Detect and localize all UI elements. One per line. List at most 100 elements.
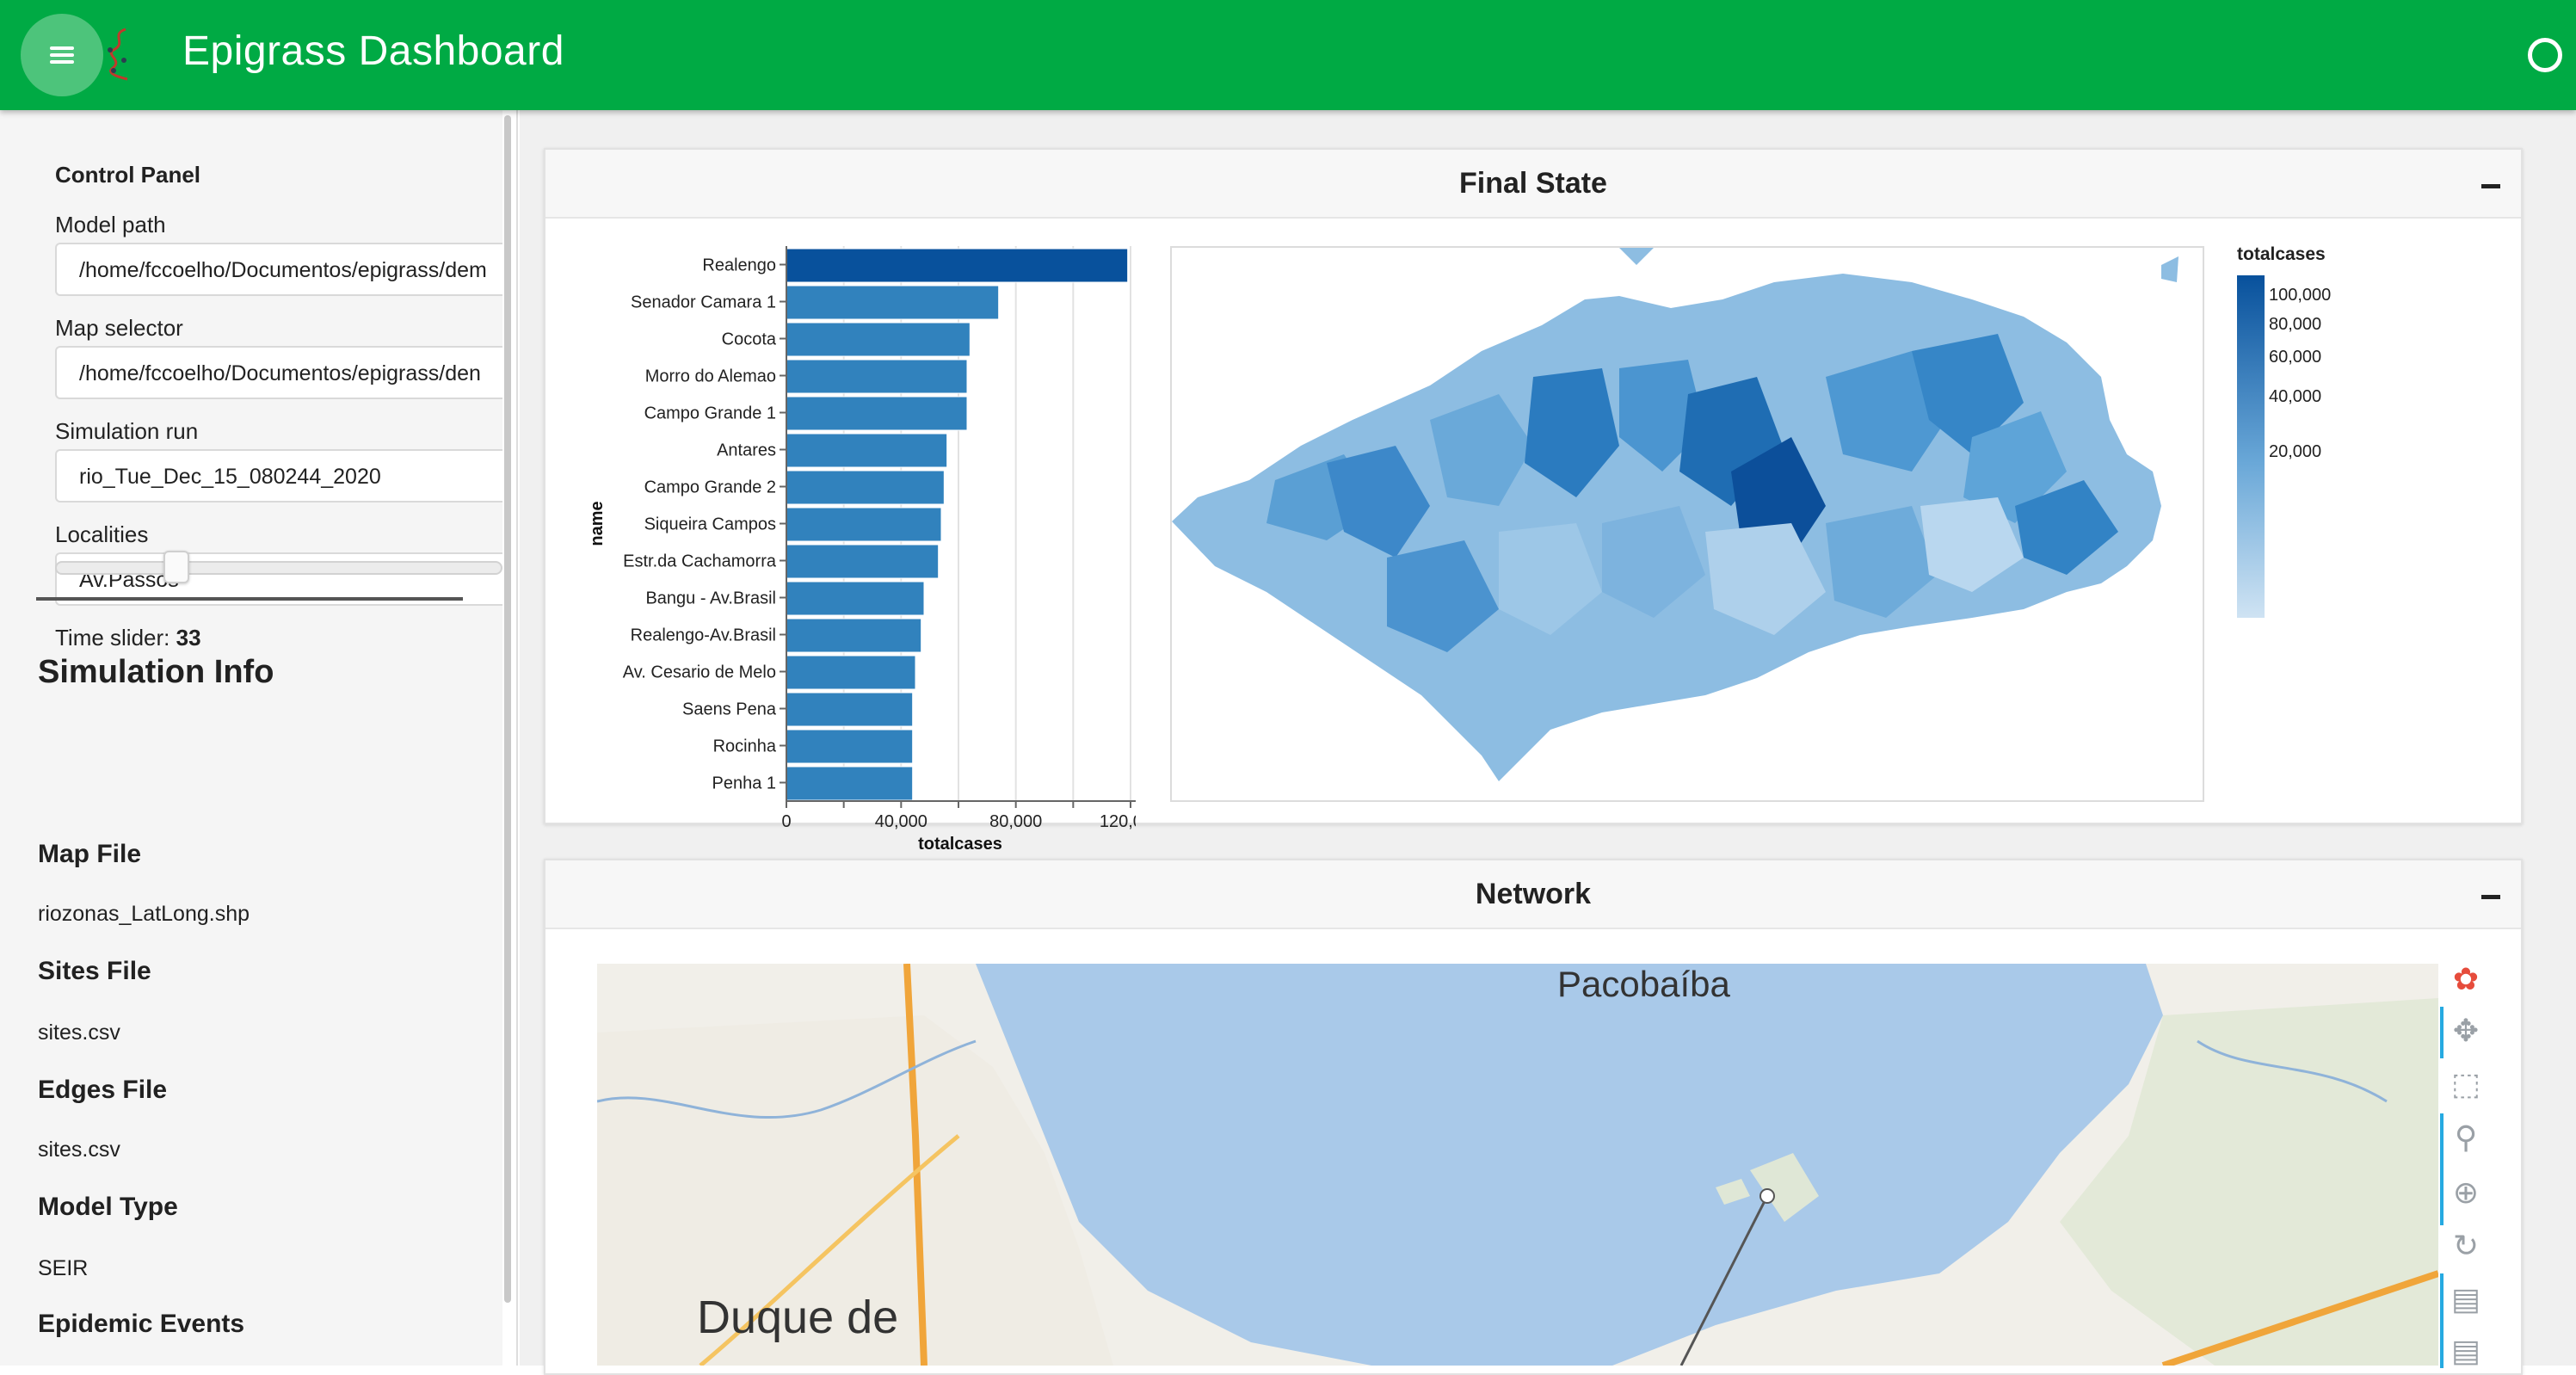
bar (786, 655, 916, 690)
x-axis-title: totalcases (918, 835, 1002, 854)
active-tool-marker (2440, 1007, 2444, 1058)
map-label-west: Duque de (697, 1292, 899, 1343)
legend-label-80000: 80,000 (2269, 315, 2322, 334)
y-tick-label: Av. Cesario de Melo (623, 663, 776, 682)
legend-label-20000: 20,000 (2269, 442, 2322, 461)
epigrass-logo-icon (108, 28, 128, 81)
hover-icon-2[interactable]: ▤ (2450, 1333, 2480, 1368)
x-tick-label: 120,000 (1100, 812, 1136, 831)
hover-icon[interactable]: ▤ (2450, 1281, 2480, 1316)
sidebar-border (516, 110, 518, 1366)
y-tick-label: Penha 1 (712, 774, 776, 793)
bar (786, 396, 968, 431)
model-path-value: /home/fccoelho/Documentos/epigrass/dem (79, 258, 487, 282)
y-tick-label: Siqueira Campos (644, 515, 776, 534)
model-path-label: Model path (55, 212, 166, 237)
network-map[interactable]: Pacobaíba Duque de (597, 964, 2438, 1366)
active-tool-marker (2440, 1113, 2444, 1225)
y-tick-label: Morro do Alemao (645, 367, 776, 386)
y-tick-label: Campo Grande 1 (644, 404, 776, 423)
map-file-value: riozonas_LatLong.shp (38, 902, 250, 926)
y-tick-label: Estr.da Cachamorra (623, 552, 777, 571)
time-slider-handle[interactable] (163, 551, 189, 583)
model-type-heading: Model Type (38, 1193, 178, 1221)
bar (786, 581, 925, 616)
simulation-run-value: rio_Tue_Dec_15_080244_2020 (79, 465, 381, 489)
simulation-info-title: Simulation Info (38, 654, 274, 690)
bar (786, 470, 945, 505)
app-header: Epigrass Dashboard (0, 0, 2576, 110)
simulation-run-select[interactable]: rio_Tue_Dec_15_080244_2020 (55, 449, 502, 503)
y-tick-label: Realengo (702, 256, 776, 275)
app-title: Epigrass Dashboard (182, 28, 564, 74)
bar (786, 322, 971, 357)
bar (786, 692, 914, 727)
sidebar: Control Panel Model path /home/fccoelho/… (0, 110, 502, 1366)
totalcases-bar-chart: Realengo Senador Camara 1 Cocota Morro do A… (588, 246, 1136, 854)
zoom-in-icon[interactable]: ⊕ (2452, 1175, 2480, 1210)
map-selector-input[interactable]: /home/fccoelho/Documentos/epigrass/den (55, 346, 502, 399)
map-toolbar: ✿ ✥ ⬚ ⚲ ⊕ ↻ ▤ ▤ (2440, 961, 2500, 1368)
map-selector-label: Map selector (55, 315, 183, 341)
edges-file-heading: Edges File (38, 1076, 168, 1104)
collapse-minus-icon[interactable] (2481, 184, 2500, 188)
model-type-value: SEIR (38, 1256, 89, 1280)
epidemic-events-heading: Epidemic Events (38, 1310, 245, 1338)
bar (786, 618, 922, 653)
network-map-tiles (597, 964, 2438, 1366)
legend-label-60000: 60,000 (2269, 348, 2322, 367)
y-tick-label: Campo Grande 2 (644, 478, 776, 497)
y-tick-label: Bangu - Av.Brasil (645, 589, 776, 608)
sites-file-value: sites.csv (38, 1020, 120, 1045)
map-selector-value: /home/fccoelho/Documentos/epigrass/den (79, 361, 481, 385)
map-file-heading: Map File (38, 840, 142, 868)
model-path-input[interactable]: /home/fccoelho/Documentos/epigrass/dem (55, 243, 502, 296)
map-label-north: Pacobaíba (1557, 964, 1730, 1004)
control-panel-title: Control Panel (55, 162, 201, 188)
busy-indicator-ring-icon (2528, 38, 2562, 72)
active-tool-marker (2440, 1273, 2444, 1368)
edges-file-value: sites.csv (38, 1138, 120, 1162)
bar (786, 359, 968, 394)
sidebar-divider (36, 597, 463, 601)
legend-title: totalcases (2237, 244, 2326, 264)
legend-label-100000: 100,000 (2269, 286, 2332, 305)
bar (786, 433, 948, 468)
collapse-minus-icon[interactable] (2481, 895, 2500, 899)
final-state-title: Final State (1459, 167, 1607, 200)
y-tick-label: Senador Camara 1 (631, 293, 776, 312)
final-state-header: Final State (545, 150, 2521, 219)
time-slider-label-text: Time slider: (55, 625, 176, 651)
x-tick-label: 40,000 (875, 812, 927, 831)
pan-icon[interactable]: ✥ (2452, 1013, 2480, 1048)
network-title: Network (1475, 878, 1592, 910)
sites-file-heading: Sites File (38, 957, 151, 985)
box-zoom-icon[interactable]: ⬚ (2450, 1066, 2480, 1101)
time-slider-track[interactable] (55, 561, 502, 575)
y-tick-label: Cocota (722, 330, 777, 349)
bar (786, 285, 1000, 320)
reset-icon[interactable]: ↻ (2452, 1228, 2480, 1263)
y-tick-label: Realengo-Av.Brasil (631, 626, 776, 645)
network-header: Network (545, 860, 2521, 929)
time-slider-value: 33 (176, 625, 201, 651)
y-tick-label: Rocinha (713, 737, 777, 756)
legend-color-bar (2237, 275, 2265, 618)
x-tick-label: 80,000 (989, 812, 1042, 831)
localities-label: Localities (55, 521, 149, 547)
sidebar-scrollbar[interactable] (504, 115, 511, 1303)
legend-label-40000: 40,000 (2269, 387, 2322, 406)
bar (786, 507, 942, 542)
bar (786, 544, 940, 579)
bar (786, 766, 914, 801)
hamburger-menu-icon[interactable] (21, 14, 103, 96)
bokeh-logo-icon[interactable]: ✿ (2452, 961, 2480, 996)
time-slider-label: Time slider: 33 (55, 625, 201, 651)
bar (786, 248, 1129, 283)
bar (786, 729, 914, 764)
choropleth-map[interactable] (1170, 246, 2204, 802)
y-tick-label: Antares (717, 441, 776, 460)
wheel-zoom-icon[interactable]: ⚲ (2454, 1119, 2478, 1155)
rio-choropleth-shape (1172, 248, 2179, 781)
y-tick-label: Saens Pena (682, 700, 777, 719)
